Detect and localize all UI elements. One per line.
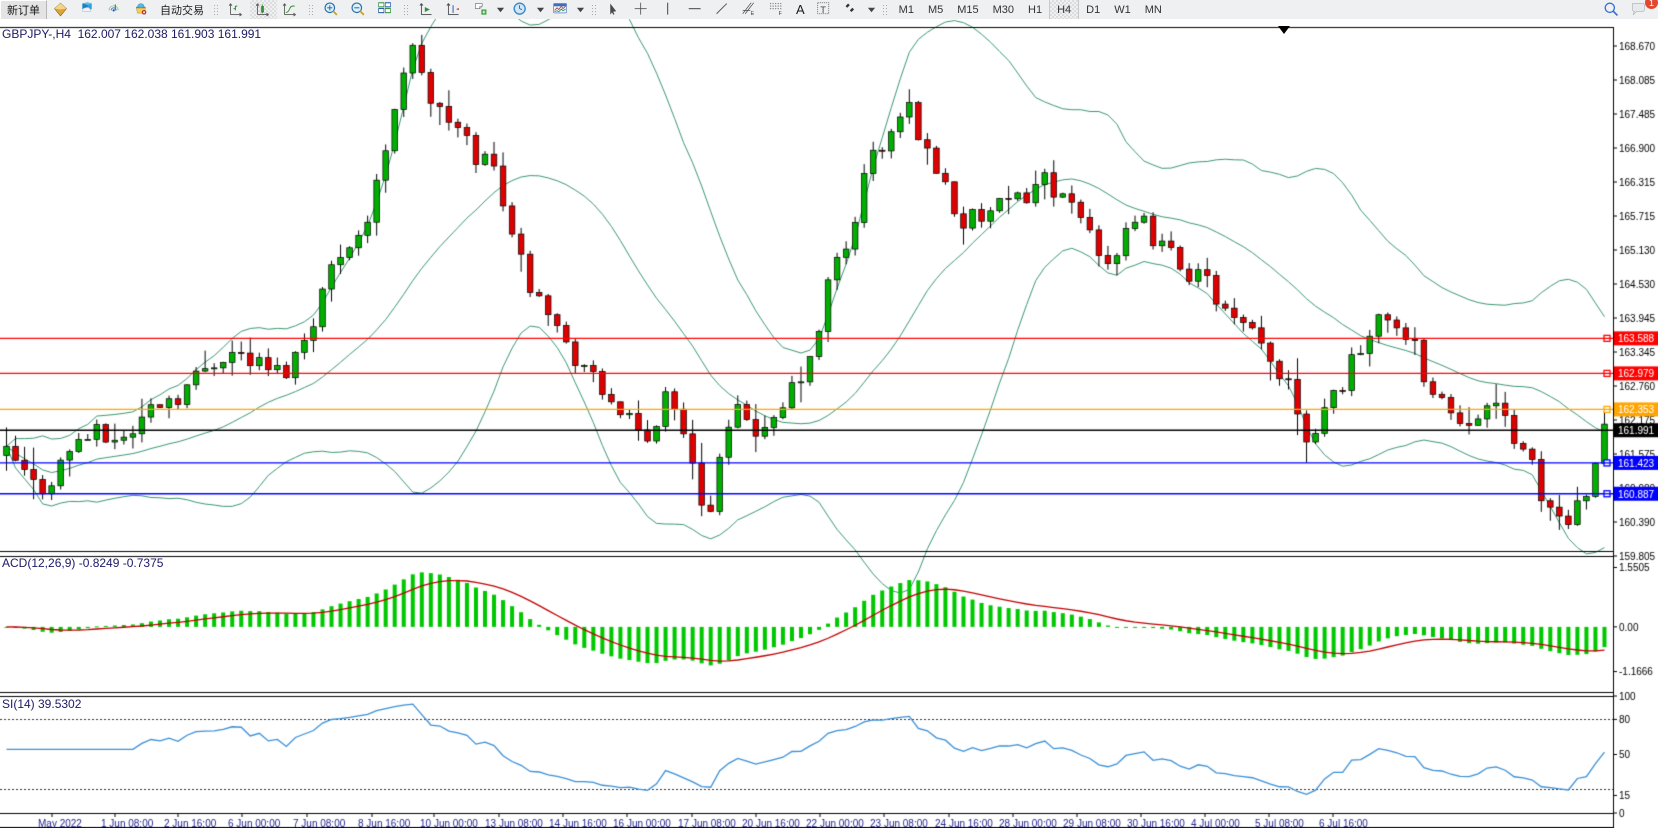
svg-text:E: E — [751, 11, 755, 17]
svg-text:F: F — [779, 11, 782, 17]
svg-text:T: T — [820, 5, 826, 15]
